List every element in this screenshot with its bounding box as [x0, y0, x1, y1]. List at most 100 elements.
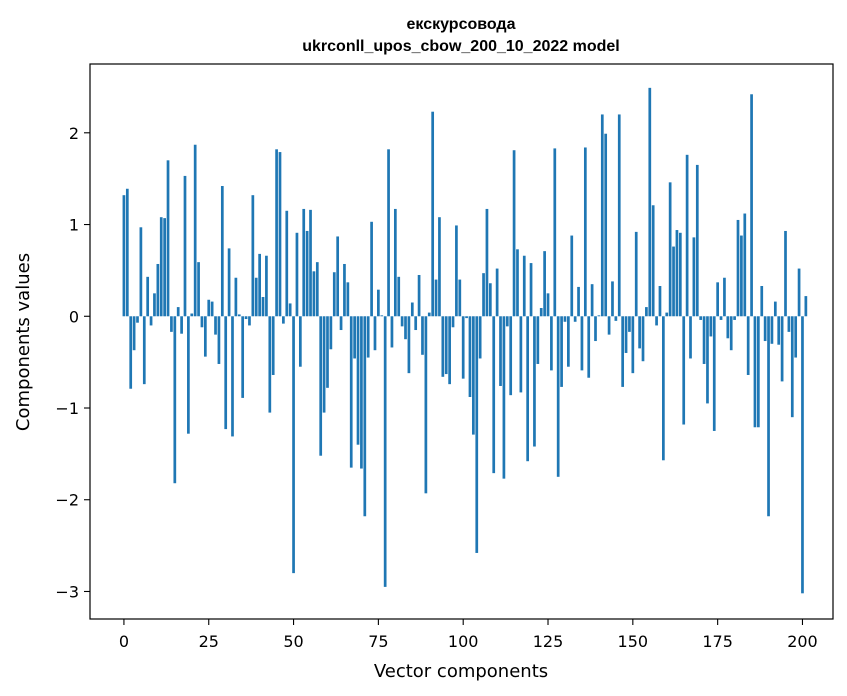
bar-98	[455, 225, 458, 317]
bar-67	[349, 316, 353, 468]
bar-109	[492, 316, 496, 474]
bar-173	[709, 316, 713, 337]
bar-108	[488, 283, 492, 317]
y-tick-label: −1	[55, 399, 79, 418]
bar-25	[207, 299, 211, 317]
bar-187	[757, 316, 760, 428]
bar-5	[139, 227, 143, 317]
x-tick-label: 75	[368, 632, 388, 651]
bar-150	[631, 316, 635, 374]
bar-18	[183, 175, 187, 317]
bar-92	[434, 279, 438, 317]
x-tick-label: 200	[787, 632, 818, 651]
bar-121	[533, 316, 536, 447]
bar-46	[278, 152, 282, 317]
bar-166	[685, 154, 689, 317]
bar-48	[285, 210, 289, 317]
bar-99	[458, 279, 462, 317]
bar-59	[322, 316, 326, 413]
bar-81	[397, 276, 401, 317]
bar-178	[726, 316, 730, 339]
bar-51	[295, 232, 299, 317]
bar-112	[502, 316, 506, 479]
bar-155	[648, 87, 652, 317]
bar-65	[343, 263, 346, 317]
bar-201	[804, 296, 808, 317]
bar-138	[590, 284, 594, 317]
x-tick-label: 125	[533, 632, 564, 651]
bar-57	[315, 262, 319, 317]
bar-153	[641, 316, 645, 362]
bar-1	[125, 188, 129, 317]
bar-83	[404, 316, 407, 340]
bar-146	[617, 114, 621, 317]
bar-36	[244, 316, 248, 320]
bar-27	[214, 316, 217, 335]
bar-199	[797, 268, 801, 317]
bar-196	[787, 316, 791, 332]
bar-97	[451, 316, 455, 328]
bar-71	[363, 316, 367, 517]
y-tick-label: −3	[55, 582, 79, 601]
bar-52	[298, 316, 302, 367]
y-tick-label: −2	[55, 491, 79, 510]
bar-101	[465, 316, 468, 319]
bar-74	[373, 316, 377, 351]
bar-157	[655, 316, 658, 326]
bar-96	[448, 316, 451, 385]
bar-116	[516, 249, 519, 317]
bar-35	[241, 316, 245, 398]
bar-181	[736, 219, 740, 317]
bar-180	[733, 316, 736, 320]
x-tick-label: 175	[702, 632, 733, 651]
bar-90	[427, 312, 431, 317]
bar-107	[485, 208, 489, 317]
bar-80	[393, 208, 397, 317]
bar-174	[712, 316, 716, 431]
bar-72	[366, 316, 370, 358]
bar-33	[234, 277, 238, 317]
bar-16	[176, 307, 180, 317]
bar-123	[539, 308, 543, 317]
bar-127	[553, 148, 557, 317]
bar-119	[526, 316, 530, 462]
x-tick-label: 50	[283, 632, 303, 651]
bar-118	[522, 255, 526, 317]
bar-171	[702, 316, 706, 364]
y-axis-label: Components values	[13, 253, 34, 431]
bar-200	[801, 316, 804, 594]
y-tick-label: 1	[69, 216, 79, 235]
bar-22	[197, 262, 200, 317]
bar-164	[678, 232, 682, 317]
bar-195	[784, 230, 787, 317]
bar-133	[573, 316, 577, 322]
bar-102	[468, 316, 472, 397]
bar-183	[743, 213, 747, 317]
bar-29	[220, 186, 224, 317]
bar-156	[651, 205, 655, 317]
bar-15	[173, 316, 177, 484]
bar-158	[658, 286, 662, 317]
bar-162	[672, 246, 675, 317]
bar-113	[505, 316, 509, 327]
bar-105	[478, 316, 482, 359]
bar-177	[723, 277, 726, 317]
bar-134	[577, 286, 580, 317]
bar-32	[231, 316, 234, 437]
bar-122	[536, 316, 540, 364]
bar-64	[339, 316, 343, 331]
bar-17	[180, 316, 183, 334]
bar-49	[288, 303, 292, 317]
bar-12	[163, 218, 166, 317]
bar-144	[611, 281, 614, 317]
bar-66	[346, 282, 350, 317]
chart-title-line-1: екскурсовода	[407, 16, 516, 33]
bar-7	[146, 276, 150, 317]
bar-70	[360, 316, 363, 469]
bar-6	[142, 316, 146, 385]
bar-185	[750, 94, 753, 317]
bar-24	[203, 316, 207, 357]
bar-145	[614, 316, 618, 321]
bar-88	[421, 316, 424, 355]
bar-40	[258, 253, 261, 317]
